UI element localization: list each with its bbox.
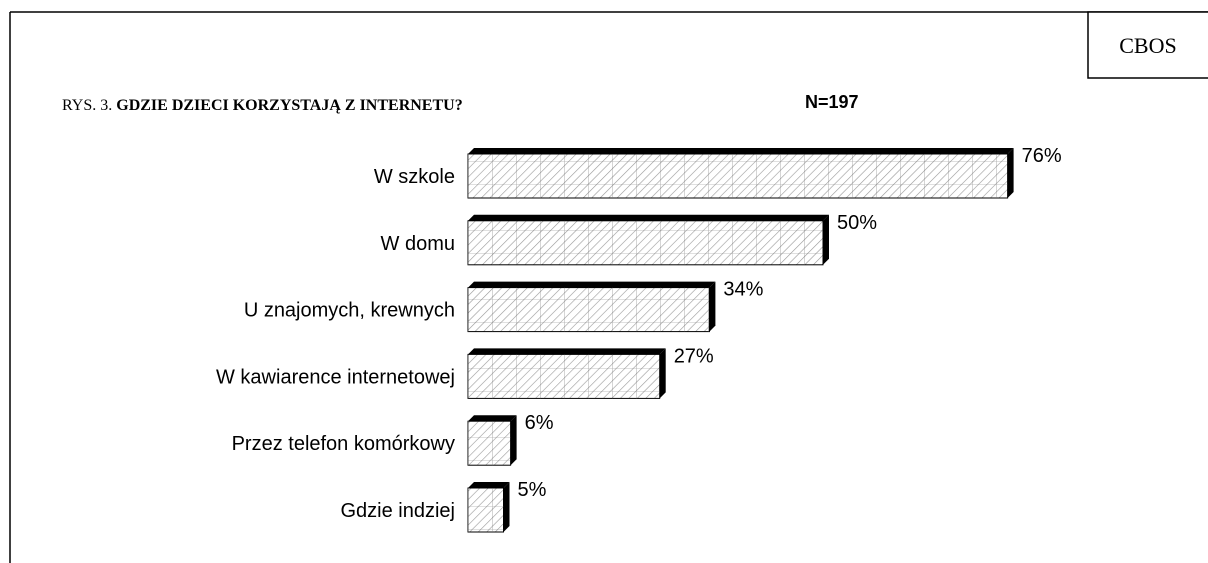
source-box [1087,11,1208,79]
value-label: 50% [837,212,877,234]
bar-grid [468,354,660,399]
category-label: Przez telefon komórkowy [232,433,455,455]
bar-grid [468,220,823,265]
bar-grid [468,488,504,532]
chart-subtitle: N=197 [805,92,859,112]
bar-grid [468,287,710,332]
value-label: 5% [518,479,547,501]
source: CBOS [1119,33,1176,58]
value-label: 6% [525,412,554,434]
bar-side [510,415,517,466]
chart-heading: RYS. 3. GDZIE DZIECI KORZYSTAJĄ Z INTERN… [62,97,463,114]
value-label: 34% [723,279,763,301]
bar-top [468,148,1014,154]
bar-grid [468,421,511,466]
bar-top [468,281,716,288]
bar-top [468,415,517,422]
bar-side [1007,148,1014,198]
bar-side [659,348,666,399]
category-label: Gdzie indziej [340,500,455,522]
bar-side [503,482,510,532]
chart-title: GDZIE DZIECI KORZYSTAJĄ Z INTERNETU? [116,97,462,114]
value-label: 76% [1022,145,1062,167]
bar-top [468,348,666,355]
bar-grid [468,154,1008,198]
bar-top [468,482,510,488]
category-label: U znajomych, krewnych [244,300,455,322]
bar-side [709,281,716,332]
value-label: 27% [674,345,714,367]
category-label: W kawiarence internetowej [216,366,455,388]
bar-side [823,214,829,265]
bar-top [468,214,829,221]
category-label: W szkole [374,166,455,188]
figure-label: RYS. 3. [62,97,112,114]
category-label: W domu [381,233,455,255]
